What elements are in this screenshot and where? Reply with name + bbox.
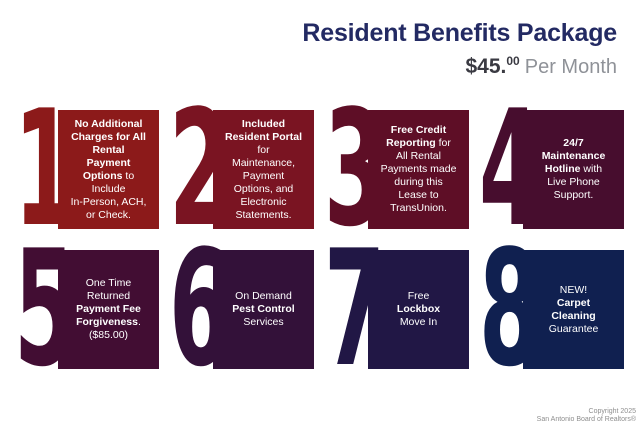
tile-card-2: Included Resident Portal for Maintenance, Pa… xyxy=(213,110,314,229)
header: Resident Benefits Package $45.00 Per Mont… xyxy=(302,18,617,80)
price-amount: $45. xyxy=(465,55,507,78)
page-title: Resident Benefits Package xyxy=(302,19,617,47)
tile-card-8: NEW! Carpet Cleaning Guarantee xyxy=(523,250,624,369)
copyright-notice: Copyright 2025 San Antonio Board of Real… xyxy=(537,408,636,424)
benefit-tile-3: 3 Free Credit Reporting for All Rental Paym… xyxy=(324,89,476,249)
copyright-line-2: San Antonio Board of Realtors® xyxy=(536,416,636,423)
price-cents: 00 xyxy=(506,54,520,68)
benefit-text-2: Included Resident Portal for Maintenance, Pa… xyxy=(224,117,303,221)
benefit-text-8: NEW! Carpet Cleaning Guarantee xyxy=(548,283,599,335)
price-period: Per Month xyxy=(524,56,617,78)
tile-card-4: 24/7 Maintenance Hotline with Live Phone Sup… xyxy=(523,110,624,229)
benefit-text-4: 24/7 Maintenance Hotline with Live Phone Sup… xyxy=(541,137,606,201)
tile-card-6: On Demand Pest Control Services xyxy=(213,250,314,369)
benefit-tile-6: 6 On Demand Pest Control Services xyxy=(169,229,321,389)
tile-card-7: Free Lockbox Move In xyxy=(368,250,469,369)
benefit-tile-5: 5 One Time Returned Payment Fee Forgiveness… xyxy=(14,229,166,389)
benefit-text-3: Free Credit Reporting for All Rental Paymen… xyxy=(380,124,457,214)
benefit-text-7: Free Lockbox Move In xyxy=(396,290,441,328)
benefit-text-6: On Demand Pest Control Services xyxy=(232,290,295,328)
copyright-line-1: Copyright 2025 xyxy=(588,408,636,415)
tile-card-1: No Additional Charges for All Rental Paymen… xyxy=(58,110,159,229)
benefit-text-1: No Additional Charges for All Rental Paymen… xyxy=(70,117,147,221)
benefit-tile-1: 1 No Additional Charges for All Rental Paym… xyxy=(14,89,166,249)
tile-card-3: Free Credit Reporting for All Rental Paymen… xyxy=(368,110,469,229)
benefit-tile-2: 2 Included Resident Portal for Maintenance,… xyxy=(169,89,321,249)
benefit-tile-8: 8 NEW! Carpet Cleaning Guarantee xyxy=(479,229,631,389)
price-line: $45.00 Per Month xyxy=(302,49,618,80)
tile-card-5: One Time Returned Payment Fee Forgiveness.(… xyxy=(58,250,159,369)
benefit-tile-4: 4 24/7 Maintenance Hotline with Live Phone S… xyxy=(479,89,631,249)
benefit-tile-7: 7 Free Lockbox Move In xyxy=(324,229,476,389)
benefit-text-5: One Time Returned Payment Fee Forgiveness.(… xyxy=(76,277,141,341)
